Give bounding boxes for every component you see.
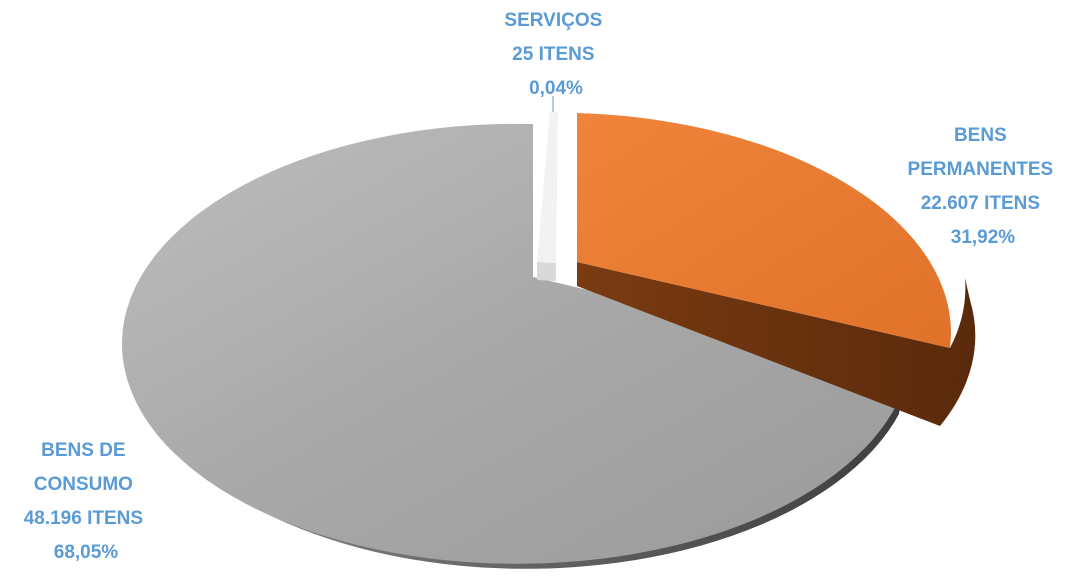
- label-servicos: SERVIÇOS 25 ITENS 0,04%: [504, 10, 607, 99]
- slice-permanentes-top: [577, 113, 951, 348]
- label-servicos-count: 25 ITENS: [512, 44, 594, 65]
- slice-servicos-top: [537, 112, 558, 263]
- label-consumo-percent: 68,05%: [54, 542, 119, 563]
- label-permanentes-percent: 31,92%: [951, 227, 1016, 248]
- label-consumo-name-1: BENS DE: [41, 440, 125, 461]
- label-permanentes-name-1: BENS: [954, 125, 1007, 146]
- slice-permanentes-side: [577, 262, 976, 426]
- label-consumo-count: 48.196 ITENS: [24, 508, 143, 529]
- label-permanentes-name-2: PERMANENTES: [908, 159, 1054, 180]
- slice-servicos-side: [537, 262, 556, 281]
- label-consumo-name-2: CONSUMO: [34, 474, 133, 495]
- slice-servicos: [537, 96, 558, 281]
- slice-consumo-top: [122, 123, 910, 564]
- slice-bens-de-consumo: [122, 123, 910, 569]
- label-consumo: BENS DE CONSUMO 48.196 ITENS 68,05%: [24, 440, 149, 563]
- label-permanentes: BENS PERMANENTES 22.607 ITENS 31,92%: [908, 125, 1059, 248]
- slice-bens-permanentes: [577, 113, 976, 426]
- label-permanentes-count: 22.607 ITENS: [921, 193, 1040, 214]
- label-servicos-percent: 0,04%: [529, 78, 583, 99]
- label-servicos-name: SERVIÇOS: [504, 10, 602, 31]
